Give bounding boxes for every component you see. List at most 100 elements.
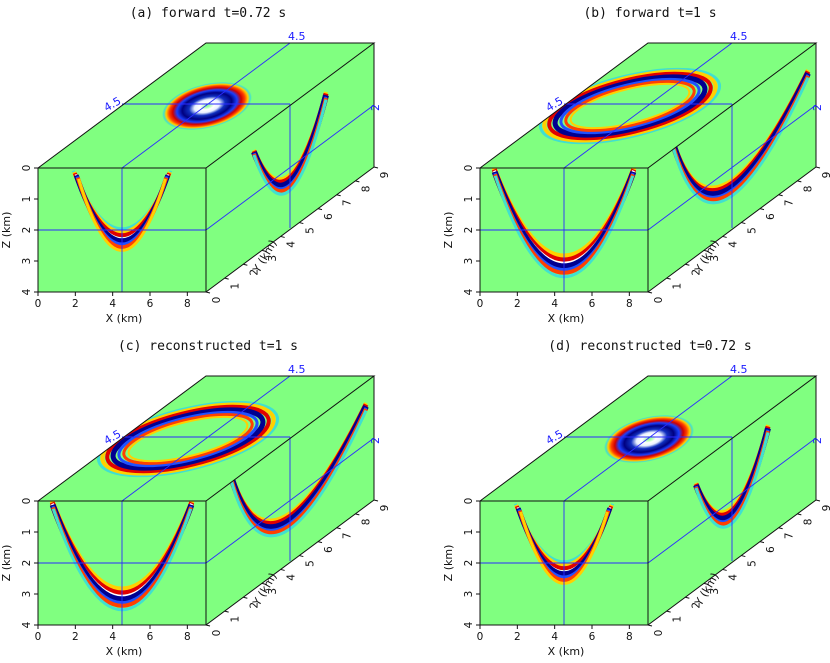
panel-a: 4.54.5 2(a) forward t=0.72 s0 2 4 6 8X (km)01… xyxy=(0,6,391,325)
z-tick-label: 3 xyxy=(21,591,33,598)
x-axis: 0 2 4 6 8 X (km) xyxy=(35,625,191,658)
slice-lines xyxy=(480,375,817,625)
y-tick-label: 7 xyxy=(784,532,796,539)
slice-lines xyxy=(480,42,817,292)
z-axis: 0 1 2 3 4 Z (km) xyxy=(0,165,38,295)
top-wavefront xyxy=(538,67,722,145)
top-wavefront xyxy=(604,414,694,464)
slice-label-y: 4.5 xyxy=(288,30,306,43)
x-axis: 0 2 4 6 8 X (km) xyxy=(477,625,633,658)
slice-label-y: 4.5 xyxy=(730,30,748,43)
z-tick-label: 4 xyxy=(21,621,33,628)
x-tick-label: 6 xyxy=(589,631,596,643)
x-tick-label: 2 xyxy=(72,298,79,310)
y-tick-label: 9 xyxy=(379,172,391,179)
z-tick-label: 1 xyxy=(21,196,33,203)
x-tick-label: 0 xyxy=(35,631,42,643)
x-tick-label: 6 xyxy=(589,298,596,310)
panel-title: (a) forward t=0.72 s xyxy=(130,6,287,21)
y-tick-label: 3 xyxy=(267,255,279,262)
z-tick-label: 4 xyxy=(463,621,475,628)
y-tick-label: 8 xyxy=(360,519,372,526)
panel-title: (b) forward t=1 s xyxy=(583,6,716,21)
z-tick-label: 4 xyxy=(463,288,475,295)
y-tick-label: 8 xyxy=(360,186,372,193)
slice-lines xyxy=(38,375,375,625)
x-tick-label: 2 xyxy=(514,298,521,310)
z-tick-label: 2 xyxy=(463,560,475,567)
y-tick-label: 9 xyxy=(821,505,830,512)
y-tick-label: 2 xyxy=(248,602,260,609)
side-wavefront xyxy=(693,424,771,529)
x-tick-label: 8 xyxy=(184,298,191,310)
slice-label-z: 2 xyxy=(811,437,824,444)
z-tick-label: 2 xyxy=(463,227,475,234)
x-tick-label: 4 xyxy=(551,298,558,310)
y-tick-label: 4 xyxy=(728,241,740,248)
y-tick-label: 0 xyxy=(653,297,665,304)
y-tick-label: 5 xyxy=(304,560,316,567)
x-axis: 0 2 4 6 8 X (km) xyxy=(477,292,633,325)
z-tick-label: 0 xyxy=(463,165,475,172)
panel-d: 4.54.5 2(d) reconstructed t=0.72 s0 2 4 6 8X … xyxy=(442,339,830,658)
top-wavefront xyxy=(96,400,280,478)
z-tick-label: 1 xyxy=(463,196,475,203)
y-tick-label: 1 xyxy=(672,616,684,623)
z-axis-label: Z (km) xyxy=(0,545,13,582)
side-wavefront xyxy=(251,91,329,196)
y-tick-label: 0 xyxy=(211,297,223,304)
y-tick-label: 2 xyxy=(248,269,260,276)
side-wavefront xyxy=(225,402,369,538)
y-tick-label: 8 xyxy=(802,519,814,526)
y-tick-label: 2 xyxy=(690,269,702,276)
slice-lines xyxy=(38,42,375,292)
z-axis: 0 1 2 3 4 Z (km) xyxy=(442,165,480,295)
y-tick-label: 7 xyxy=(784,199,796,206)
z-tick-label: 1 xyxy=(463,529,475,536)
y-tick-label: 3 xyxy=(709,588,721,595)
x-tick-label: 6 xyxy=(147,631,154,643)
x-tick-label: 8 xyxy=(626,298,633,310)
y-tick-label: 5 xyxy=(304,227,316,234)
x-tick-label: 4 xyxy=(109,298,116,310)
z-tick-label: 3 xyxy=(463,591,475,598)
y-tick-label: 7 xyxy=(342,532,354,539)
y-tick-label: 6 xyxy=(765,546,777,553)
x-tick-label: 2 xyxy=(72,631,79,643)
top-wavefront xyxy=(162,81,252,131)
y-tick-label: 3 xyxy=(267,588,279,595)
slice-label-z: 2 xyxy=(369,437,382,444)
panel-title: (d) reconstructed t=0.72 s xyxy=(548,339,752,354)
x-axis-label: X (km) xyxy=(548,312,585,325)
y-tick-label: 1 xyxy=(230,283,242,290)
slice-label-y: 4.5 xyxy=(288,363,306,376)
x-axis-label: X (km) xyxy=(106,312,143,325)
z-tick-label: 4 xyxy=(21,288,33,295)
z-axis-label: Z (km) xyxy=(442,212,455,249)
x-tick-label: 6 xyxy=(147,298,154,310)
side-wavefront xyxy=(667,69,811,205)
y-tick-label: 1 xyxy=(672,283,684,290)
z-tick-label: 1 xyxy=(21,529,33,536)
x-axis-label: X (km) xyxy=(106,645,143,658)
y-tick-label: 7 xyxy=(342,199,354,206)
y-tick-label: 5 xyxy=(746,227,758,234)
y-tick-label: 2 xyxy=(690,602,702,609)
x-tick-label: 0 xyxy=(35,298,42,310)
slice-label-y: 4.5 xyxy=(730,363,748,376)
slice-label-z: 2 xyxy=(811,104,824,111)
z-tick-label: 0 xyxy=(21,165,33,172)
y-tick-label: 3 xyxy=(709,255,721,262)
z-tick-label: 3 xyxy=(463,258,475,265)
z-axis: 0 1 2 3 4 Z (km) xyxy=(442,498,480,628)
y-tick-label: 4 xyxy=(728,574,740,581)
z-tick-label: 2 xyxy=(21,227,33,234)
x-tick-label: 0 xyxy=(477,631,484,643)
x-tick-label: 2 xyxy=(514,631,521,643)
x-tick-label: 4 xyxy=(551,631,558,643)
z-tick-label: 2 xyxy=(21,560,33,567)
z-tick-label: 0 xyxy=(463,498,475,505)
slice-label-z: 2 xyxy=(369,104,382,111)
panel-b: 4.54.5 2(b) forward t=1 s0 2 4 6 8X (km)01234… xyxy=(442,6,830,325)
